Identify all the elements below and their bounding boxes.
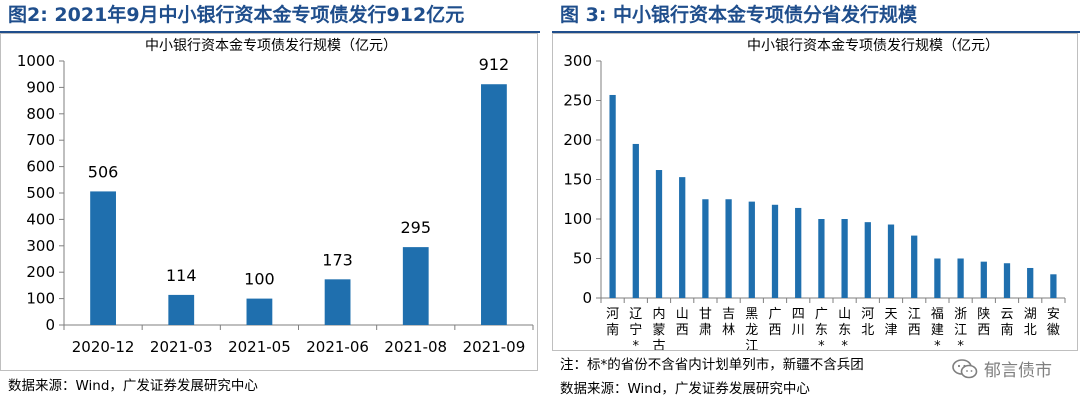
right-chart-title: 中小银行资本金专项债发行规模（亿元）: [747, 38, 999, 54]
left-bar-chart: 中小银行资本金专项债发行规模（亿元） 0 100 200 300 400 500 600 700…: [17, 38, 534, 356]
right-bar: [887, 224, 895, 298]
left-y-tick-label: 900: [26, 78, 55, 96]
right-x-tick-label: 山西: [676, 307, 689, 338]
right-bar: [957, 258, 964, 298]
right-bar: [795, 207, 802, 298]
left-title-rule: [0, 31, 540, 33]
right-bar: [679, 177, 686, 298]
right-x-tick-label: 福建*: [931, 307, 944, 350]
right-bar: [771, 204, 779, 298]
right-x-tick-label: 云南: [1000, 307, 1013, 338]
left-y-tick-label: 0: [45, 316, 55, 334]
right-y-tick-label: 200: [563, 131, 592, 149]
left-y-tick-label: 100: [26, 290, 55, 308]
right-bar: [934, 258, 941, 298]
left-data-label: 912: [479, 55, 510, 74]
left-x-tick-label: 2021-06: [306, 338, 369, 356]
left-bar: [402, 247, 429, 325]
watermark: 郁言债市: [952, 356, 1052, 381]
left-y-tick-label: 600: [26, 158, 55, 176]
left-source-note: 数据来源：Wind，广发证券发展研究中心: [8, 378, 258, 394]
left-data-label: 295: [400, 218, 431, 237]
right-x-tick-label: 辽宁*: [629, 307, 642, 350]
right-figure-title: 图 3: 中小银行资本金专项债分省发行规模: [560, 4, 918, 26]
right-chart-box: 中小银行资本金专项债发行规模（亿元） 0 50 100 150 200 250 300 河南 辽宁…: [552, 33, 1078, 351]
right-x-tick-label: 河北: [861, 307, 874, 338]
left-y-tick-label: 700: [26, 131, 55, 149]
left-x-tick-label: 2021-08: [384, 338, 447, 356]
right-x-tick-label: 吉林: [722, 307, 735, 338]
right-x-tick-label: 天津: [884, 307, 897, 338]
left-bar: [324, 279, 351, 325]
right-y-tick-label: 0: [582, 289, 592, 307]
left-bar: [90, 191, 116, 325]
right-bar: [1050, 274, 1057, 298]
left-data-label: 173: [322, 250, 353, 269]
right-bar-chart: 中小银行资本金专项债发行规模（亿元） 0 50 100 150 200 250 300 河南辽宁…: [563, 38, 1066, 350]
left-x-tick-label: 2021-03: [150, 338, 213, 356]
right-x-tick-label: 山东*: [838, 307, 851, 350]
left-chart-title: 中小银行资本金专项债发行规模（亿元）: [145, 38, 397, 54]
right-bar: [632, 143, 639, 298]
left-y-tick-label: 500: [26, 184, 55, 202]
left-figure-panel: 图2: 2021年9月中小银行资本金专项债发行912亿元 中小银行资本金专项债发…: [0, 4, 540, 394]
right-x-tick-label: 广东*: [815, 307, 828, 350]
wechat-icon: [952, 358, 978, 378]
right-x-tick-label: 浙江*: [954, 307, 967, 350]
left-y-tick-label: 300: [26, 237, 55, 255]
left-y-tick-label: 200: [26, 263, 55, 281]
right-source-note: 数据来源：Wind，广发证券发展研究中心: [560, 381, 810, 397]
right-x-tick-label: 甘肃: [699, 307, 712, 338]
right-bar: [725, 199, 732, 298]
left-chart-box: 中小银行资本金专项债发行规模（亿元） 0 100 200 300 400 500 600 700…: [0, 33, 538, 371]
right-bar: [980, 261, 987, 298]
left-data-label: 100: [244, 270, 275, 289]
right-bar: [818, 219, 825, 298]
right-bar: [1027, 267, 1034, 298]
right-x-tick-label: 湖北: [1024, 307, 1037, 338]
right-x-tick-label: 四川: [792, 307, 805, 338]
right-title-rule: [552, 31, 1080, 33]
left-bar: [168, 294, 195, 325]
left-data-label: 114: [166, 266, 197, 285]
left-x-tick-label: 2021-05: [228, 338, 291, 356]
right-footnote: 注：标*的省份不含省内计划单列市，新疆不含兵团: [560, 357, 864, 373]
left-bar: [481, 84, 507, 325]
right-x-tick-label: 陕西: [977, 307, 990, 338]
left-y-tick-label: 800: [26, 105, 55, 123]
right-y-tick-label: 250: [563, 92, 592, 110]
right-y-tick-label: 300: [563, 52, 592, 70]
left-x-tick-label: 2020-12: [72, 338, 135, 356]
watermark-text: 郁言债市: [984, 361, 1052, 381]
right-x-tick-label: 黑龙江: [745, 307, 758, 350]
left-bar: [246, 298, 273, 325]
right-y-tick-label: 100: [563, 210, 592, 228]
right-bar: [748, 201, 755, 298]
left-y-tick-label: 400: [26, 210, 55, 228]
left-y-tick-label: 1000: [17, 52, 55, 70]
right-y-tick-label: 50: [573, 250, 592, 268]
right-x-tick-label: 江西: [908, 307, 921, 338]
right-bar: [911, 235, 918, 298]
right-bar: [609, 94, 616, 298]
right-bar: [702, 199, 709, 298]
right-y-tick-label: 150: [563, 171, 592, 189]
right-bar: [841, 219, 848, 298]
right-bar: [864, 222, 871, 298]
right-figure-panel: 图 3: 中小银行资本金专项债分省发行规模 中小银行资本金专项债发行规模（亿元）…: [552, 0, 1080, 409]
left-data-label: 506: [88, 162, 119, 181]
left-figure-title: 图2: 2021年9月中小银行资本金专项债发行912亿元: [8, 4, 465, 26]
left-x-tick-label: 2021-09: [463, 338, 526, 356]
right-x-tick-label: 内蒙古: [652, 306, 665, 350]
right-x-tick-label: 安徽: [1047, 307, 1060, 338]
right-x-tick-label: 广西: [768, 307, 781, 338]
right-bar: [655, 170, 663, 298]
right-bar: [1003, 263, 1011, 298]
right-x-tick-label: 河南: [606, 307, 619, 338]
